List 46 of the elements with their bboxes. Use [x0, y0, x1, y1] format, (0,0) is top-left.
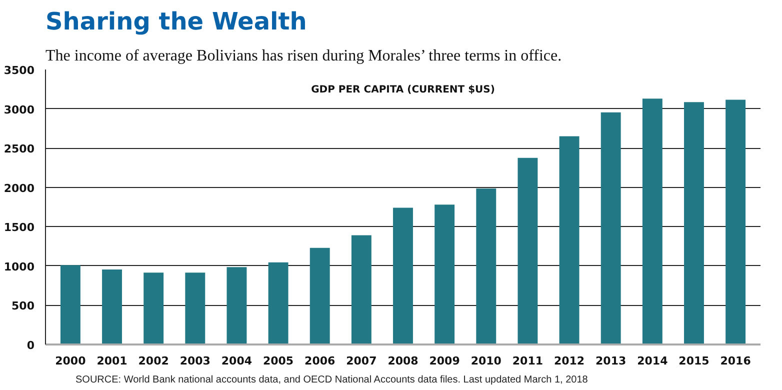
bar	[684, 102, 704, 344]
x-tick-label: 2016	[720, 354, 752, 368]
chart-title: Sharing the Wealth	[46, 8, 307, 36]
x-tick-label: 2003	[180, 354, 210, 368]
bar	[351, 235, 372, 344]
bar	[559, 136, 580, 344]
chart-subtitle: The income of average Bolivians has risen during Morales’ three terms in office.	[46, 48, 562, 64]
x-tick-label: 2000	[55, 354, 86, 368]
y-axis-title: GDP PER CAPITA (CURRENT $US)	[311, 84, 495, 96]
x-tick-label: 2007	[346, 354, 377, 368]
y-tick-label: 1500	[4, 221, 35, 234]
bar	[518, 158, 538, 344]
x-tick-label: 2006	[304, 354, 336, 368]
y-tick-label: 0	[26, 339, 35, 352]
x-tick-label: 2005	[262, 354, 294, 368]
bar	[642, 98, 662, 344]
x-tick-label: 2013	[596, 354, 626, 368]
bar	[310, 248, 330, 344]
x-tick-label: 2002	[138, 354, 169, 368]
source-note: SOURCE: World Bank national accounts data, and OECD National Accounts data files. Last updated March 1, 2018	[76, 374, 588, 386]
y-tick-label: 3000	[4, 103, 35, 116]
y-tick-label: 2500	[4, 142, 35, 156]
x-tick-label: 2015	[678, 354, 710, 368]
y-tick-label: 500	[12, 300, 35, 313]
bar	[600, 112, 621, 344]
bar	[393, 208, 413, 344]
bar	[268, 262, 288, 344]
bar	[102, 269, 122, 344]
bar	[726, 100, 746, 344]
x-tick-label: 2008	[388, 354, 418, 368]
bar	[434, 204, 455, 344]
x-tick-label: 2009	[429, 354, 460, 368]
x-tick-label: 2011	[512, 354, 544, 368]
y-tick-label: 1000	[4, 260, 35, 274]
y-tick-label: 2000	[4, 182, 35, 195]
bar	[476, 188, 496, 344]
x-tick-label: 2014	[637, 354, 668, 368]
x-tick-label: 2001	[96, 354, 128, 368]
x-tick-label: 2012	[554, 354, 585, 368]
bar	[185, 272, 206, 344]
bar	[226, 267, 247, 344]
x-tick-label: 2010	[470, 354, 502, 368]
bar	[60, 265, 80, 344]
bar	[144, 272, 164, 344]
x-tick-label: 2004	[221, 354, 252, 368]
y-tick-label: 3500	[4, 64, 35, 77]
